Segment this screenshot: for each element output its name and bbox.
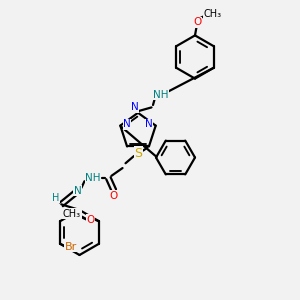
Text: O: O xyxy=(193,17,202,27)
Text: S: S xyxy=(134,146,142,160)
Text: NH: NH xyxy=(85,173,100,183)
Text: N: N xyxy=(145,119,153,129)
Text: O: O xyxy=(110,190,118,201)
Text: CH₃: CH₃ xyxy=(204,9,222,19)
Text: N: N xyxy=(123,119,131,129)
Text: NH: NH xyxy=(153,89,168,100)
Text: O: O xyxy=(86,215,95,225)
Text: H: H xyxy=(52,193,60,203)
Text: CH₃: CH₃ xyxy=(63,209,81,219)
Text: Br: Br xyxy=(64,242,76,252)
Text: N: N xyxy=(130,102,138,112)
Text: N: N xyxy=(74,186,82,196)
